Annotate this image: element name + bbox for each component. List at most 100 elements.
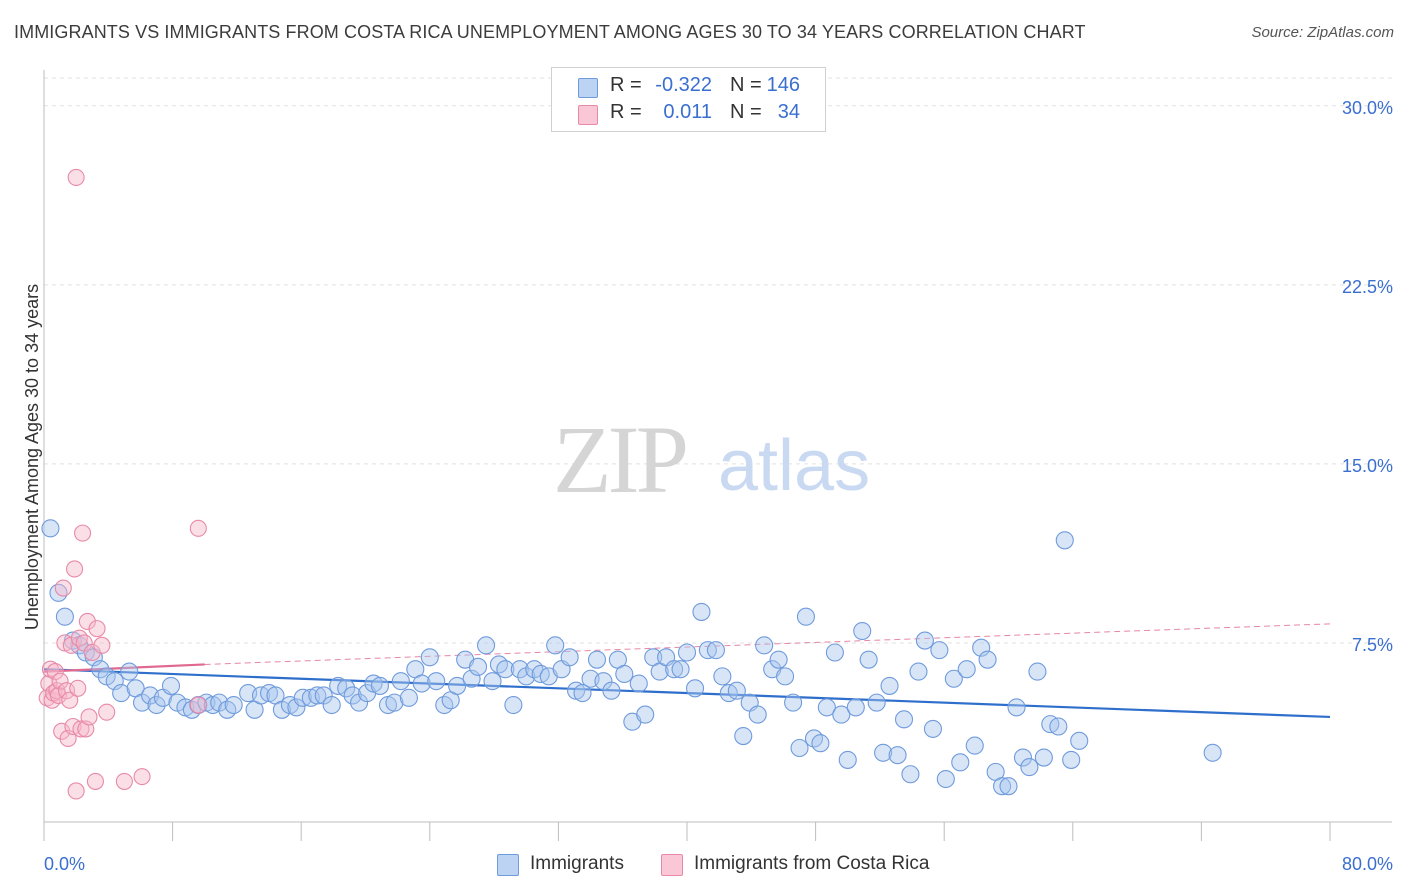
- data-point-immigrants: [41, 519, 60, 538]
- y-tick-label: 15.0%: [1342, 456, 1393, 476]
- data-point-immigrants: [120, 662, 139, 681]
- data-point-immigrants: [880, 676, 899, 695]
- data-point-immigrants: [370, 676, 390, 695]
- y-tick-label: 30.0%: [1342, 98, 1393, 118]
- data-point-immigrants: [796, 607, 816, 626]
- legend-swatch-pink: [578, 105, 598, 125]
- trend-line-costa-rica: [43, 663, 205, 673]
- data-point-immigrants: [602, 681, 621, 700]
- series-costa-rica: [38, 168, 207, 800]
- data-point-costa-rica: [115, 772, 133, 790]
- data-point-immigrants: [629, 674, 648, 693]
- data-point-immigrants: [399, 688, 418, 707]
- data-point-immigrants: [49, 583, 68, 602]
- data-point-immigrants: [936, 769, 955, 789]
- gridlines: [44, 77, 1392, 644]
- data-point-immigrants: [573, 684, 592, 703]
- data-point-immigrants: [923, 719, 942, 738]
- data-point-immigrants: [343, 686, 362, 705]
- data-point-immigrants: [412, 674, 431, 693]
- data-point-immigrants: [901, 765, 920, 784]
- trend-line-costa-rica-extension: [204, 623, 1331, 665]
- data-point-immigrants: [853, 621, 872, 641]
- data-point-immigrants: [1020, 758, 1039, 777]
- data-point-immigrants: [993, 777, 1012, 796]
- data-point-immigrants: [391, 672, 410, 691]
- legend-r-value: -0.322: [655, 74, 712, 96]
- data-point-immigrants: [322, 695, 341, 715]
- data-point-costa-rica: [67, 168, 85, 186]
- bottom-legend-label: Immigrants: [530, 853, 624, 874]
- data-point-immigrants: [951, 753, 970, 772]
- data-point-costa-rica: [69, 679, 87, 697]
- data-point-immigrants: [427, 672, 446, 691]
- data-point-costa-rica: [67, 782, 85, 800]
- data-point-costa-rica: [189, 696, 207, 714]
- data-point-costa-rica: [51, 672, 69, 690]
- data-point-immigrants: [713, 667, 732, 686]
- data-point-immigrants: [477, 636, 496, 655]
- data-point-immigrants: [1203, 743, 1222, 762]
- data-point-immigrants: [832, 705, 851, 724]
- data-point-immigrants: [560, 648, 579, 667]
- data-point-costa-rica: [54, 579, 72, 597]
- series-immigrants: [41, 519, 1222, 796]
- data-point-immigrants: [769, 650, 788, 669]
- data-point-immigrants: [692, 602, 711, 621]
- data-point-immigrants: [727, 681, 746, 700]
- legend-r-label: R =: [610, 74, 642, 96]
- data-point-immigrants: [999, 777, 1018, 796]
- data-point-costa-rica: [83, 643, 101, 662]
- data-point-immigrants: [930, 641, 949, 660]
- data-point-costa-rica: [86, 772, 104, 790]
- data-point-costa-rica: [70, 629, 88, 647]
- data-point-immigrants: [957, 660, 976, 679]
- legend-n-value: 146: [766, 74, 800, 96]
- bottom-legend-swatch-blue: [497, 854, 519, 876]
- data-point-immigrants: [483, 672, 502, 691]
- data-point-costa-rica: [65, 560, 84, 578]
- data-point-immigrants: [420, 648, 439, 667]
- data-point-immigrants: [706, 641, 725, 660]
- data-point-immigrants: [385, 693, 404, 712]
- data-point-immigrants: [636, 705, 655, 724]
- source-label: Source: ZipAtlas.com: [1251, 24, 1394, 41]
- data-point-immigrants: [685, 679, 705, 698]
- data-point-immigrants: [308, 686, 327, 705]
- chart-title: IMMIGRANTS VS IMMIGRANTS FROM COSTA RICA…: [14, 22, 1086, 42]
- data-point-costa-rica: [74, 524, 92, 542]
- trend-lines: [43, 623, 1331, 719]
- data-point-costa-rica: [88, 620, 106, 638]
- data-point-immigrants: [867, 693, 886, 712]
- data-point-costa-rica: [78, 612, 96, 631]
- data-point-costa-rica: [80, 708, 98, 726]
- y-tick-label: 7.5%: [1352, 635, 1393, 655]
- data-point-immigrants: [112, 684, 131, 703]
- legend-r-label: R =: [610, 101, 642, 123]
- legend-r-value: 0.011: [663, 101, 712, 123]
- data-point-costa-rica: [72, 720, 90, 738]
- data-point-immigrants: [91, 660, 110, 679]
- bottom-legend-label: Immigrants from Costa Rica: [694, 853, 930, 874]
- data-point-immigrants: [1062, 750, 1081, 769]
- data-point-immigrants: [1028, 662, 1047, 681]
- data-point-immigrants: [776, 667, 795, 686]
- bottom-legend-swatch-pink: [661, 854, 683, 876]
- data-point-immigrants: [287, 698, 306, 717]
- data-point-immigrants: [888, 746, 907, 765]
- watermark-atlas: atlas: [718, 426, 870, 506]
- data-point-immigrants: [55, 607, 74, 626]
- x-tick-label: 80.0%: [1342, 854, 1393, 874]
- data-point-immigrants: [915, 631, 934, 650]
- watermark-zip: ZIP: [553, 406, 686, 513]
- data-point-immigrants: [859, 650, 878, 669]
- data-point-immigrants: [468, 657, 488, 676]
- data-point-immigrants: [504, 695, 523, 715]
- data-point-immigrants: [546, 636, 565, 655]
- data-point-immigrants: [734, 727, 753, 746]
- data-point-immigrants: [1049, 717, 1068, 736]
- data-point-immigrants: [1070, 731, 1089, 750]
- data-point-immigrants: [978, 650, 997, 669]
- data-point-costa-rica: [133, 768, 151, 786]
